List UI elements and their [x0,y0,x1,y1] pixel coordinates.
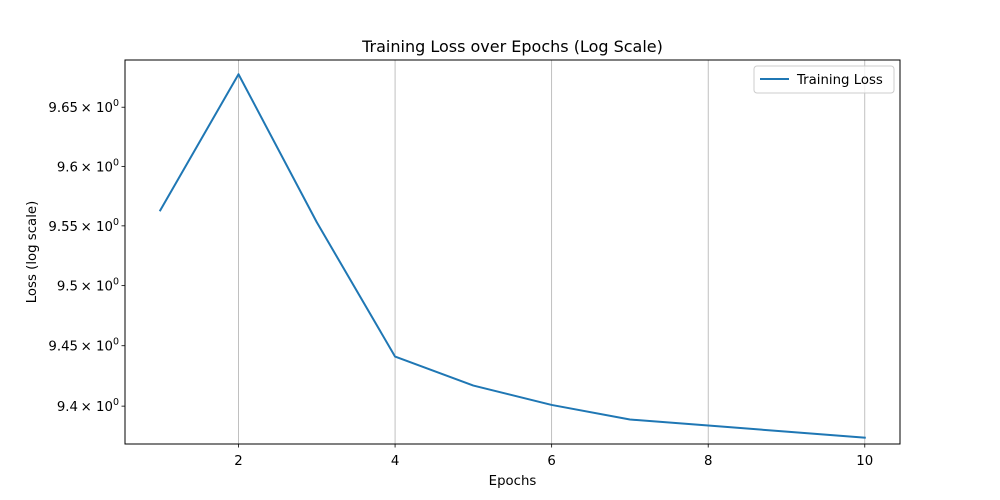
y-tick-label: 9.5 × 100 [57,277,119,295]
x-tick-label: 2 [234,454,242,469]
x-tick-label: 10 [856,454,873,469]
y-tick-label: 9.45 × 100 [48,337,119,355]
y-tick-label: 9.65 × 100 [48,98,119,116]
x-tick-label: 6 [547,454,555,469]
plot-area [124,59,901,445]
legend-box [753,65,895,94]
series-layer [158,73,866,439]
chart-title: Training Loss over Epochs (Log Scale) [361,37,663,56]
y-tick-label: 9.4 × 100 [57,397,119,415]
x-tick-label: 4 [391,454,399,469]
legend-label: Training Loss [796,73,883,88]
y-tick-label: 9.55 × 100 [48,217,119,235]
series-line [158,73,866,439]
grid-lines [238,60,866,444]
x-axis-label: Epochs [489,474,537,489]
y-tick-label: 9.6 × 100 [57,157,119,175]
y-axis-label: Loss (log scale) [25,201,40,304]
x-tick-label: 8 [704,454,712,469]
y-axis-ticks: 9.4 × 100 9.45 × 100 9.5 × 100 9.55 × 100 9.… [48,98,125,415]
legend: Training Loss [753,65,895,94]
x-axis-ticks: 2 4 6 8 10 [234,444,873,469]
